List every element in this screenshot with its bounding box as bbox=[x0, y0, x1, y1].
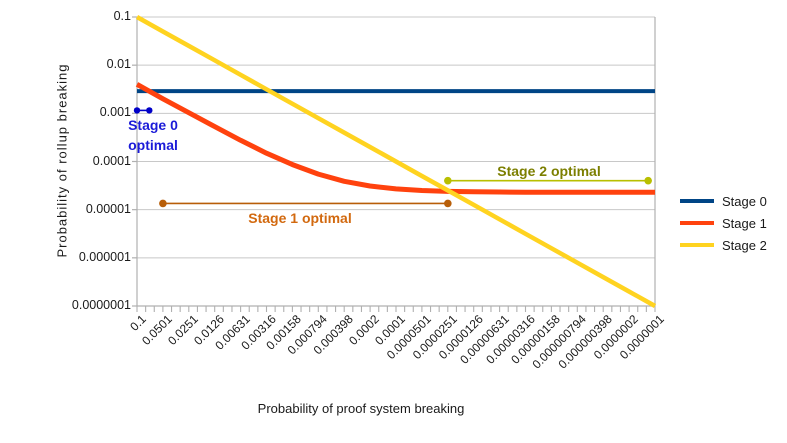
annotation-stage0-optimal: Stage 0 optimal bbox=[115, 115, 191, 155]
legend-swatch-stage0-icon bbox=[680, 199, 714, 203]
annotation-stage0-line1: Stage 0 bbox=[128, 117, 178, 133]
y-tick-label: 0.0000001 bbox=[71, 298, 131, 312]
series-line-stage-2 bbox=[135, 15, 657, 308]
x-axis-title: Probability of proof system breaking bbox=[257, 401, 465, 416]
annotation-stage1-optimal: Stage 1 optimal bbox=[248, 210, 352, 226]
legend-label-stage1: Stage 1 bbox=[722, 215, 767, 231]
legend-swatch-stage1-icon bbox=[680, 221, 714, 225]
annotation-stage0-line2: optimal bbox=[128, 137, 178, 153]
annotation-dot bbox=[644, 176, 652, 185]
y-tick-label: 0.00001 bbox=[85, 201, 131, 216]
annotation-stage2-optimal: Stage 2 optimal bbox=[497, 163, 601, 179]
annotation-dot bbox=[159, 199, 167, 208]
legend-label-stage2: Stage 2 bbox=[722, 237, 767, 253]
annotation-dot bbox=[444, 176, 452, 185]
y-tick-label: 0.000001 bbox=[78, 249, 131, 264]
legend: Stage 0 Stage 1 Stage 2 bbox=[680, 190, 767, 256]
annotation-dot bbox=[146, 107, 153, 114]
annotation-dot bbox=[133, 107, 141, 114]
legend-item-stage2: Stage 2 bbox=[680, 234, 767, 256]
series-line-stage-1 bbox=[135, 82, 655, 195]
annotation-dot bbox=[444, 199, 452, 208]
legend-label-stage0: Stage 0 bbox=[722, 193, 767, 209]
y-tick-label: 0.1 bbox=[113, 9, 131, 23]
y-tick-label: 0.01 bbox=[106, 57, 131, 72]
y-tick-label: 0.0001 bbox=[92, 153, 131, 168]
legend-swatch-stage2-icon bbox=[680, 243, 714, 247]
legend-item-stage0: Stage 0 bbox=[680, 190, 767, 212]
legend-item-stage1: Stage 1 bbox=[680, 212, 767, 234]
y-tick-label: 0.001 bbox=[99, 105, 131, 120]
